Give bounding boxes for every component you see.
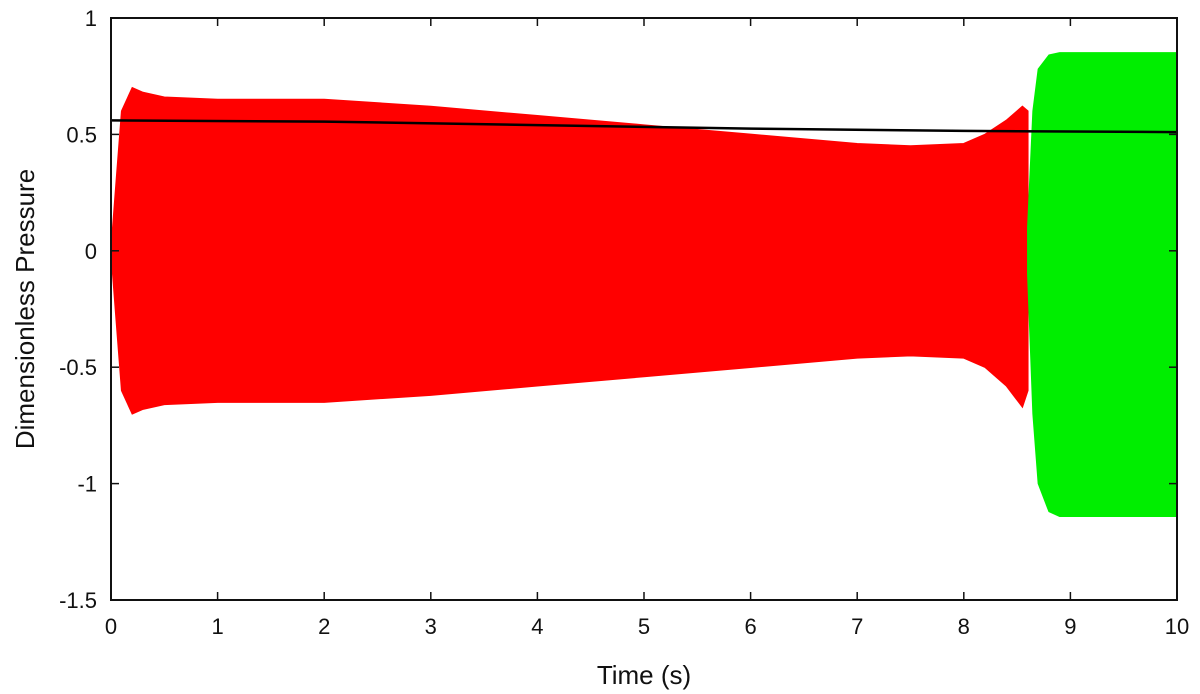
x-tick-label: 9 bbox=[1064, 614, 1076, 639]
y-tick-label: -0.5 bbox=[59, 355, 97, 380]
x-tick-label: 0 bbox=[105, 614, 117, 639]
x-tick-label: 10 bbox=[1165, 614, 1189, 639]
series-1-band bbox=[1027, 52, 1177, 517]
x-tick-label: 1 bbox=[211, 614, 223, 639]
x-axis-label: Time (s) bbox=[597, 660, 691, 690]
y-tick-label: 0.5 bbox=[66, 122, 97, 147]
series-layer bbox=[111, 52, 1177, 517]
y-axis-label: Dimensionless Pressure bbox=[10, 169, 40, 449]
tick-layer: 0 1 2 3 4 5 6 7 8 9 10 1 0.5 0 -0.5 -1 -1.5 bbox=[59, 6, 1189, 639]
y-tick-label: -1 bbox=[77, 472, 97, 497]
y-tick-label: 0 bbox=[85, 239, 97, 264]
y-tick-label: 1 bbox=[85, 6, 97, 31]
x-tick-label: 3 bbox=[425, 614, 437, 639]
series-2-line bbox=[111, 119, 1177, 134]
series-0-band bbox=[111, 86, 1029, 415]
x-tick-label: 8 bbox=[958, 614, 970, 639]
x-tick-label: 7 bbox=[851, 614, 863, 639]
x-tick-label: 6 bbox=[744, 614, 756, 639]
x-tick-label: 4 bbox=[531, 614, 543, 639]
x-tick-label: 5 bbox=[638, 614, 650, 639]
y-tick-label: -1.5 bbox=[59, 588, 97, 613]
x-tick-label: 2 bbox=[318, 614, 330, 639]
